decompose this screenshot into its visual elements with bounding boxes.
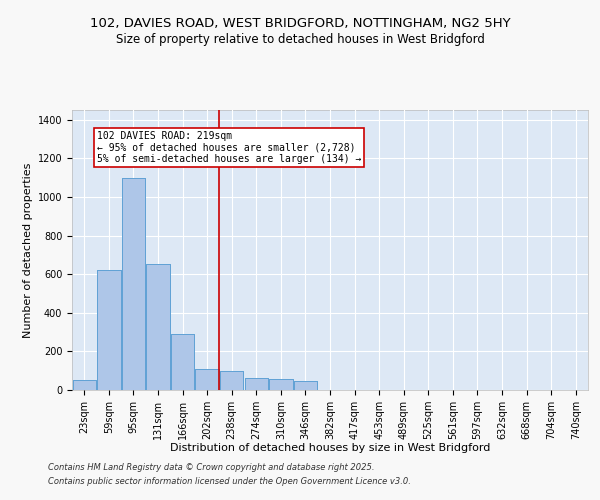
Bar — [146, 264, 170, 390]
X-axis label: Distribution of detached houses by size in West Bridgford: Distribution of detached houses by size … — [170, 444, 490, 454]
Bar — [122, 178, 145, 390]
Bar — [122, 178, 145, 390]
Bar — [245, 378, 268, 390]
Bar — [220, 370, 244, 390]
Bar — [196, 369, 219, 390]
Bar — [294, 382, 317, 390]
Bar — [196, 369, 219, 390]
Bar — [269, 380, 293, 390]
Bar — [269, 380, 293, 390]
Text: Contains HM Land Registry data © Crown copyright and database right 2025.: Contains HM Land Registry data © Crown c… — [48, 464, 374, 472]
Bar — [97, 270, 121, 390]
Bar — [73, 380, 96, 390]
Bar — [171, 334, 194, 390]
Y-axis label: Number of detached properties: Number of detached properties — [23, 162, 34, 338]
Bar — [146, 264, 170, 390]
Text: 102 DAVIES ROAD: 219sqm
← 95% of detached houses are smaller (2,728)
5% of semi-: 102 DAVIES ROAD: 219sqm ← 95% of detache… — [97, 131, 361, 164]
Bar — [294, 382, 317, 390]
Text: Size of property relative to detached houses in West Bridgford: Size of property relative to detached ho… — [116, 32, 484, 46]
Bar — [97, 270, 121, 390]
Bar — [220, 370, 244, 390]
Bar — [245, 378, 268, 390]
Bar — [73, 380, 96, 390]
Bar — [171, 334, 194, 390]
Text: Contains public sector information licensed under the Open Government Licence v3: Contains public sector information licen… — [48, 477, 411, 486]
Text: 102, DAVIES ROAD, WEST BRIDGFORD, NOTTINGHAM, NG2 5HY: 102, DAVIES ROAD, WEST BRIDGFORD, NOTTIN… — [89, 18, 511, 30]
